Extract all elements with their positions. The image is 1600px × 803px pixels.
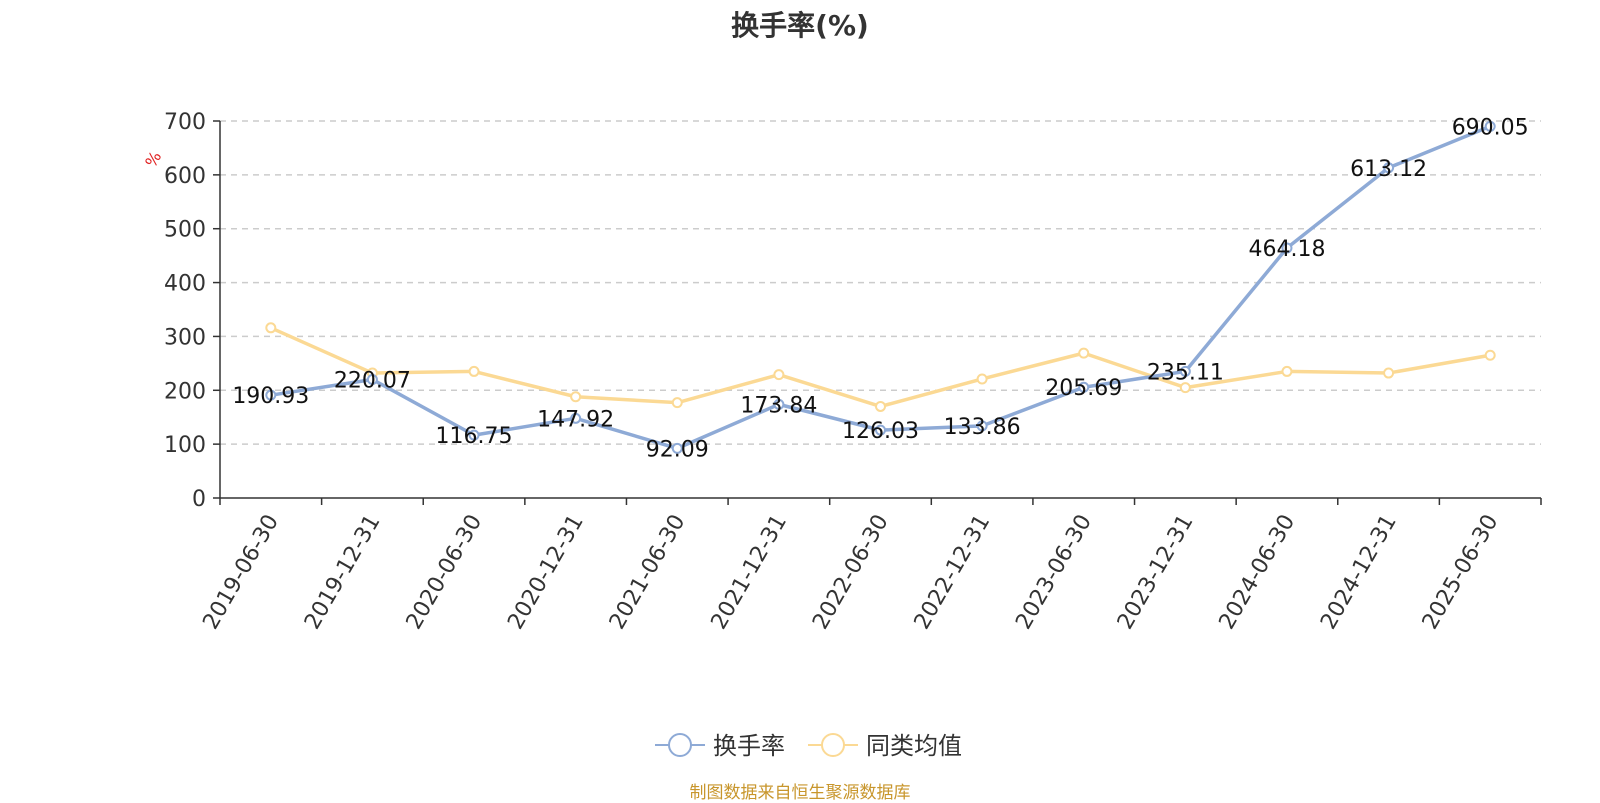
data-point [671,397,683,409]
data-point [1383,367,1395,379]
data-point [671,442,683,454]
data-point [570,412,582,424]
x-tick-label: 2025-06-30 [1418,511,1504,634]
x-tick-label: 2019-12-31 [300,511,386,634]
x-tick-label: 2020-06-30 [402,511,488,634]
x-tick-label: 2024-06-30 [1215,511,1301,634]
source-note: 制图数据来自恒生聚源数据库 [689,783,911,803]
data-point [468,365,480,377]
data-point [1078,347,1090,359]
y-tick-label: 200 [164,379,206,404]
legend-marker [668,733,692,757]
data-point [265,389,277,401]
x-tick-label: 2021-06-30 [605,511,691,634]
data-point [976,420,988,432]
y-tick-label: 100 [164,433,206,458]
data-point [1078,381,1090,393]
x-tick-label: 2022-06-30 [808,511,894,634]
data-label: 220.07 [334,368,411,393]
data-point [1484,349,1496,361]
data-point [773,369,785,381]
data-label: 173.84 [740,393,817,418]
data-label: 190.93 [232,384,309,409]
data-label: 235.11 [1147,360,1224,385]
data-point [1179,382,1191,394]
y-tick-label: 500 [164,218,206,243]
data-point [875,424,886,436]
data-label: 147.92 [537,407,614,432]
data-label: 613.12 [1350,157,1427,182]
legend-label: 换手率 [713,732,785,760]
data-label: 690.05 [1452,115,1529,140]
data-label: 133.86 [944,415,1021,440]
data-point [976,373,988,385]
data-label: 92.09 [646,437,709,462]
data-point [468,429,480,441]
data-label: 126.03 [842,419,919,444]
x-tick-label: 2024-12-31 [1316,511,1402,634]
y-tick-label: 300 [164,325,206,350]
data-point [1179,365,1191,377]
y-axis-unit: % [141,148,165,171]
data-point [1383,162,1395,174]
y-tick-label: 400 [164,272,206,297]
y-tick-label: 700 [164,110,206,135]
data-label: 464.18 [1248,237,1325,262]
x-tick-label: 2023-06-30 [1011,511,1097,634]
data-point [1281,242,1293,254]
data-label: 205.69 [1045,376,1122,401]
x-tick-label: 2023-12-31 [1113,511,1199,634]
data-point [1484,120,1496,132]
x-tick-label: 2019-06-30 [198,511,284,634]
legend-label: 同类均值 [866,732,962,760]
data-label: 116.75 [436,424,513,449]
data-point [265,322,277,334]
legend-marker [821,733,845,757]
chart-title: 换手率(%) [731,9,869,42]
data-point [1281,365,1293,377]
x-tick-label: 2020-12-31 [503,511,589,634]
y-tick-label: 600 [164,164,206,189]
series-line-1 [270,326,1491,409]
data-point [773,398,785,410]
data-point [875,400,886,412]
data-point [366,373,378,385]
data-point [570,391,582,403]
x-tick-label: 2021-12-31 [707,511,793,634]
x-tick-label: 2022-12-31 [910,511,996,634]
y-tick-label: 0 [192,487,206,512]
